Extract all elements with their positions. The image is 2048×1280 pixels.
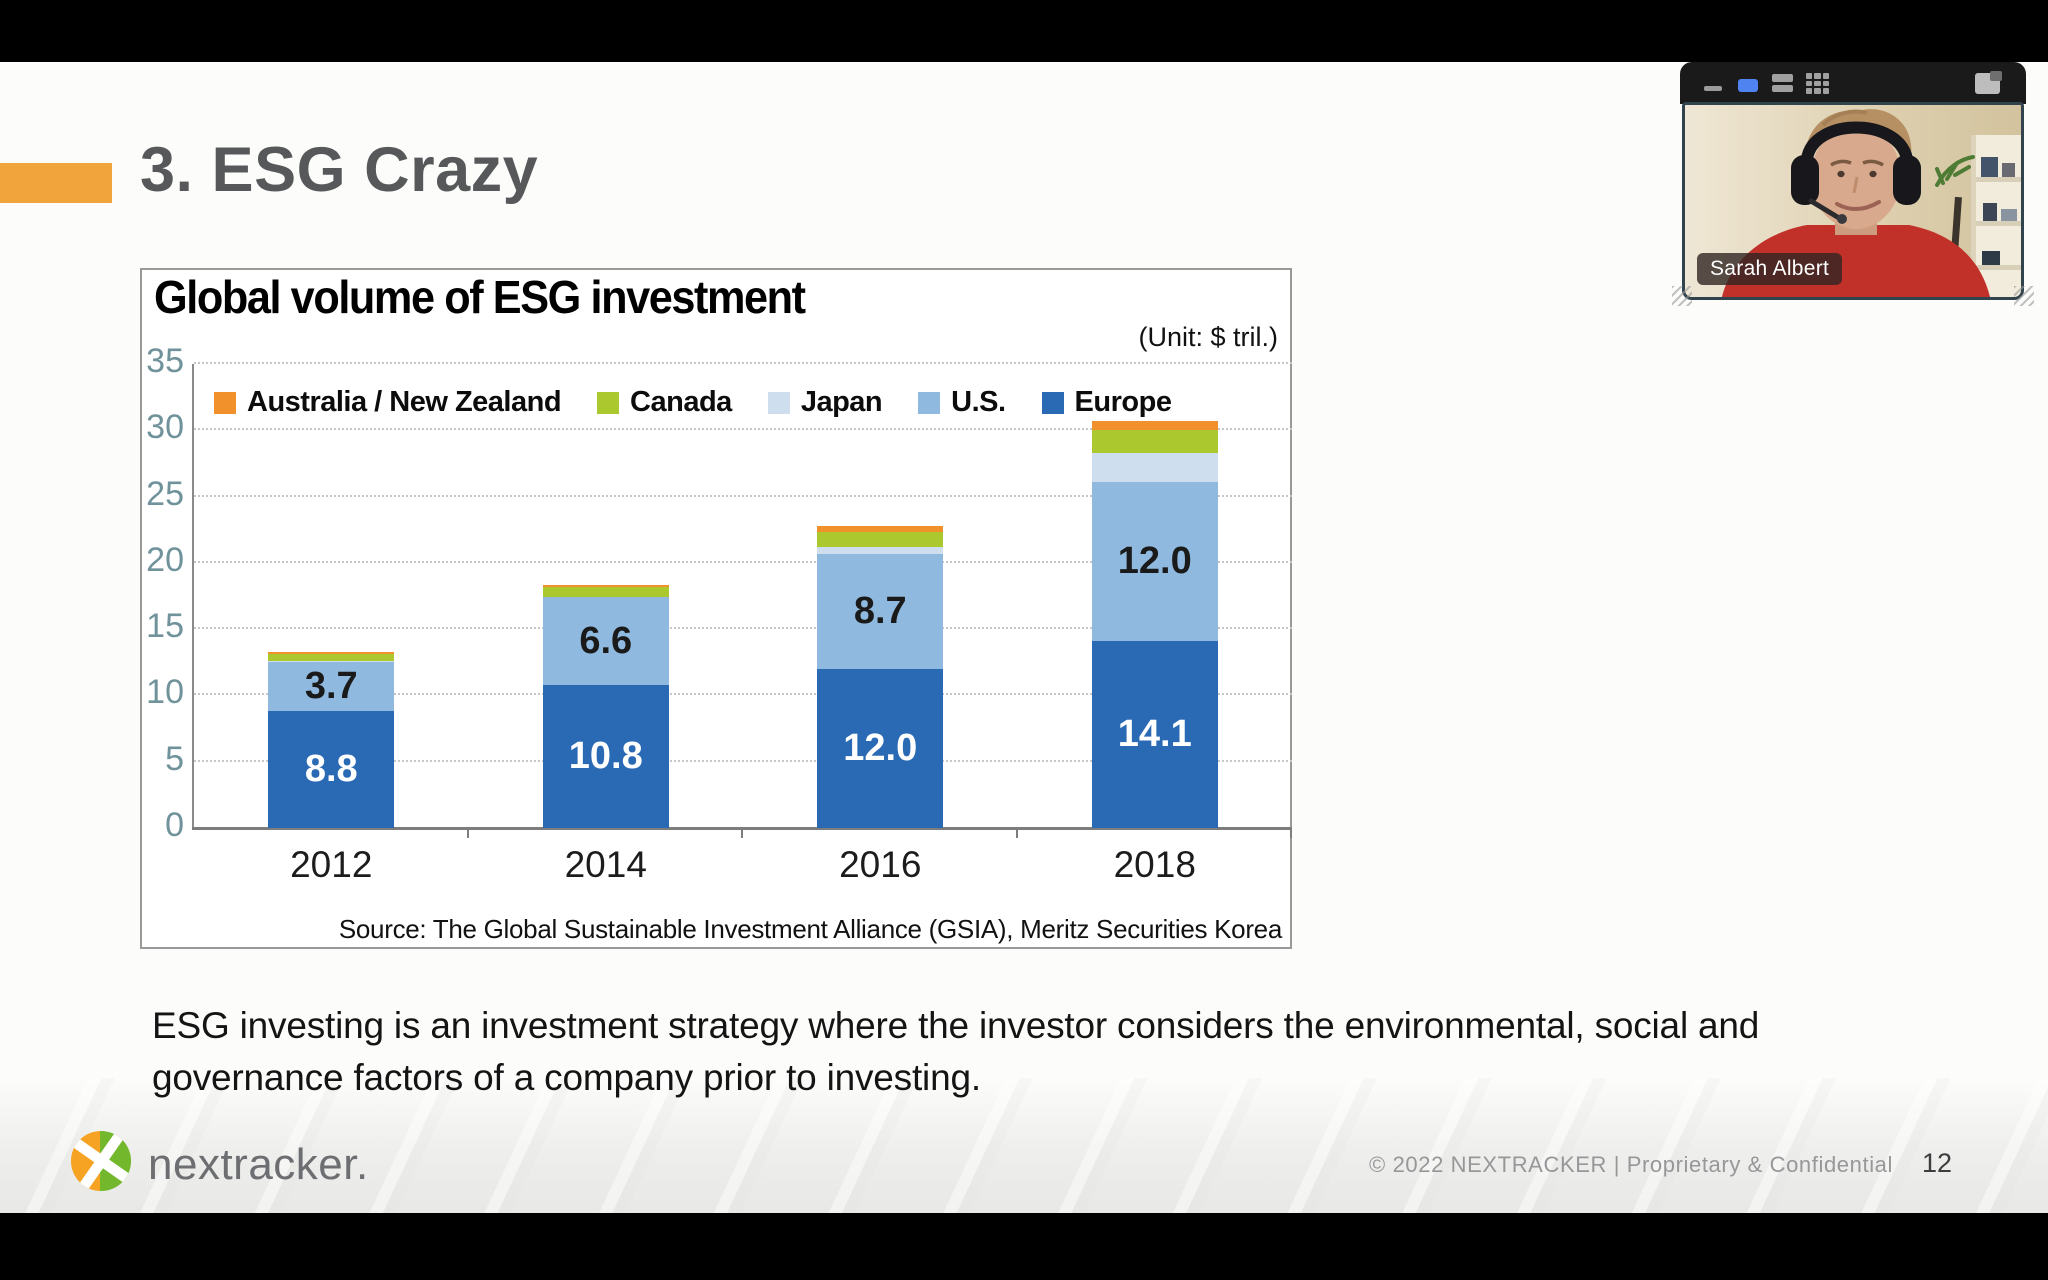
grid-line-30 (194, 428, 1292, 431)
legend-item-europe: Europe (1041, 386, 1172, 419)
nextracker-logo-icon (70, 1130, 132, 1192)
bar-2012: 8.8 3.7 (268, 651, 395, 828)
bar-2014-segment-anz (542, 584, 669, 588)
legend-item-japan: Japan (767, 386, 883, 419)
bar-2016-segment-japan (817, 546, 944, 554)
legend-swatch-canada (597, 391, 620, 414)
minimize-icon[interactable] (1704, 86, 1722, 91)
gallery-view-icon[interactable] (1806, 73, 1829, 94)
y-tick-label-35: 35 (146, 342, 184, 380)
bar-2012-segment-canada (268, 653, 395, 661)
webcam-video: Sarah Albert (1682, 102, 2024, 300)
x-tick-label-2018: 2018 (1113, 844, 1196, 885)
y-tick-label-15: 15 (146, 607, 184, 646)
x-tick-label-2012: 2012 (290, 844, 373, 885)
heading-accent-bar (0, 163, 112, 203)
legend-label-canada: Canada (630, 386, 732, 418)
layout-icon[interactable] (1975, 71, 2002, 94)
esg-chart: Global volume of ESG investment (Unit: $… (140, 268, 1292, 949)
bar-value-label: 8.7 (853, 589, 907, 632)
webcam-panel: Sarah Albert (1672, 62, 2034, 306)
bar-2018-segment-anz (1091, 421, 1218, 431)
bar-2016-segment-us: 8.7 (817, 553, 944, 669)
legend-swatch-japan (767, 391, 790, 414)
x-axis-tick (741, 828, 743, 838)
x-axis-tick (466, 828, 469, 838)
legend-label-japan: Japan (800, 386, 883, 418)
legend-swatch-europe (1041, 391, 1064, 414)
chart-title: Global volume of ESG investment (154, 271, 806, 323)
legend-item-canada: Canada (597, 386, 732, 419)
bar-2014-segment-us: 6.6 (542, 597, 669, 685)
y-tick-label-30: 30 (146, 408, 184, 447)
grid-line-25 (194, 494, 1292, 497)
x-axis-tick (1015, 828, 1018, 838)
x-axis-tick (1290, 828, 1292, 838)
chart-legend: Australia / New Zealand Canada Japan U.S. Eu… (214, 386, 1172, 419)
participant-name-badge: Sarah Albert (1697, 253, 1843, 285)
bar-value-label: 8.8 (304, 748, 358, 791)
footer-copyright: © 2022 NEXTRACKER | Proprietary & Confid… (1369, 1152, 1893, 1177)
bar-value-label: 12.0 (1117, 540, 1192, 583)
letterbox-bottom (0, 1213, 2048, 1280)
speaker-view-icon[interactable] (1772, 74, 1793, 92)
bar-2012-segment-us: 3.7 (268, 662, 395, 712)
bar-value-label: 14.1 (1117, 713, 1192, 756)
bar-2016-segment-canada (817, 532, 944, 547)
plot-area: Australia / New Zealand Canada Japan U.S. Eu… (146, 342, 1292, 885)
slide-body-text: ESG investing is an investment strategy … (152, 1005, 1760, 1098)
letterbox-top (0, 0, 2048, 62)
bar-2014-segment-japan (542, 596, 669, 598)
y-tick-label-10: 10 (146, 673, 184, 712)
bar-value-label: 10.8 (568, 734, 643, 777)
grid-line-20 (194, 560, 1292, 563)
grid-line-35 (194, 362, 1292, 364)
bar-2018-segment-canada (1091, 430, 1218, 453)
bar-value-label: 12.0 (843, 726, 918, 769)
legend-swatch-us (918, 391, 941, 414)
legend-label-anz: Australia / New Zealand (247, 386, 562, 418)
y-tick-label-25: 25 (146, 474, 184, 513)
resize-grip-right[interactable] (2014, 286, 2034, 306)
bar-2018-segment-us: 12.0 (1091, 482, 1218, 642)
bar-2016-segment-anz (817, 525, 944, 533)
legend-item-us: U.S. (918, 386, 1006, 419)
bar-2018-segment-japan (1091, 452, 1218, 482)
resize-grip-left[interactable] (1672, 286, 1692, 306)
x-tick-label-2014: 2014 (564, 844, 647, 885)
bar-2014: 10.8 6.6 (542, 584, 669, 828)
y-tick-label-0: 0 (165, 806, 184, 844)
bar-2014-segment-europe: 10.8 (542, 684, 669, 828)
nextracker-wordmark: nextracker. (148, 1140, 369, 1189)
bar-value-label: 3.7 (304, 665, 358, 708)
bar-2012-segment-japan (268, 660, 395, 663)
footer-texture (0, 1078, 2048, 1213)
x-tick-label-2016: 2016 (839, 844, 922, 885)
chart-unit-label: (Unit: $ tril.) (1138, 322, 1278, 352)
legend-label-europe: Europe (1074, 386, 1172, 418)
grid-line-10 (194, 693, 1292, 696)
bar-value-label: 6.6 (579, 619, 633, 662)
y-tick-label-5: 5 (165, 739, 184, 778)
bar-2018-segment-europe: 14.1 (1091, 641, 1218, 828)
chart-source: Source: The Global Sustainable Investmen… (338, 914, 1282, 944)
legend-label-us: U.S. (951, 386, 1006, 418)
page-title: 3. ESG Crazy (140, 135, 539, 205)
legend-swatch-anz (214, 391, 236, 414)
bar-2012-segment-europe: 8.8 (268, 711, 395, 828)
bar-2012-segment-anz (268, 651, 395, 654)
webcam-titlebar (1680, 62, 2026, 104)
grid-line-5 (194, 759, 1292, 762)
legend-item-anz: Australia / New Zealand (214, 386, 562, 419)
page-number: 12 (1921, 1148, 1952, 1178)
grid-line-15 (194, 627, 1292, 630)
bar-2016-segment-europe: 12.0 (817, 668, 944, 828)
bar-2014-segment-canada (542, 587, 669, 597)
bar-2018: 14.1 12.0 (1091, 421, 1218, 828)
active-speaker-icon[interactable] (1738, 79, 1758, 92)
y-tick-label-20: 20 (146, 540, 184, 579)
bar-2016: 12.0 8.7 (817, 525, 944, 828)
